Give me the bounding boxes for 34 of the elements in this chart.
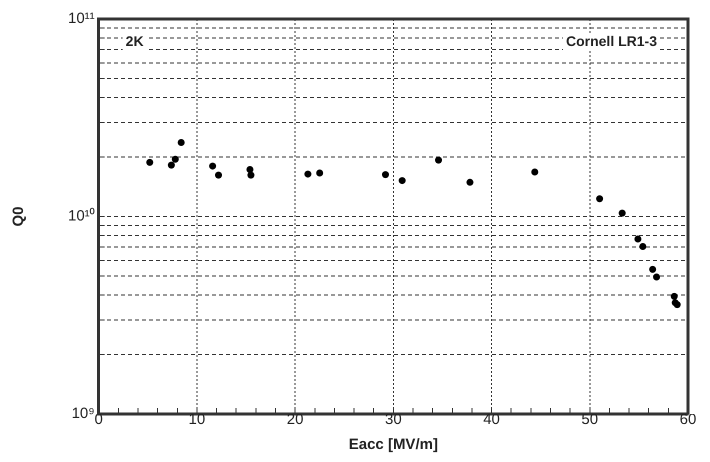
y-tick-label: 10¹¹ bbox=[68, 10, 95, 28]
x-tick-label: 40 bbox=[483, 411, 500, 428]
point bbox=[215, 172, 222, 179]
x-tick-label: 30 bbox=[384, 411, 402, 428]
point bbox=[634, 236, 642, 243]
x-axis-title: Eacc [MV/m] bbox=[348, 436, 438, 454]
annotation: Cornell LR1-3 bbox=[566, 32, 658, 49]
point bbox=[304, 170, 312, 178]
point bbox=[178, 138, 185, 146]
point bbox=[670, 292, 678, 300]
point bbox=[531, 168, 538, 176]
point bbox=[247, 172, 254, 179]
point bbox=[316, 170, 324, 177]
point bbox=[653, 273, 660, 280]
point bbox=[168, 162, 175, 169]
point bbox=[146, 158, 154, 166]
x-tick-label: 20 bbox=[286, 411, 304, 428]
point bbox=[209, 162, 216, 170]
point bbox=[466, 178, 474, 186]
point bbox=[435, 156, 442, 164]
annotation: 2K bbox=[126, 32, 144, 49]
y-tick-label: 10⁹ bbox=[72, 405, 95, 422]
point bbox=[618, 210, 626, 217]
point bbox=[398, 177, 406, 184]
x-tick-label: 10 bbox=[188, 411, 206, 428]
point bbox=[246, 166, 254, 173]
point bbox=[596, 195, 604, 202]
y-axis-title: Q0 bbox=[10, 206, 28, 227]
point bbox=[649, 266, 656, 273]
x-tick-label: 60 bbox=[680, 411, 696, 428]
point bbox=[382, 171, 389, 178]
y-tick-label: 10¹⁰ bbox=[68, 208, 95, 225]
point bbox=[172, 156, 179, 163]
point bbox=[639, 242, 646, 250]
